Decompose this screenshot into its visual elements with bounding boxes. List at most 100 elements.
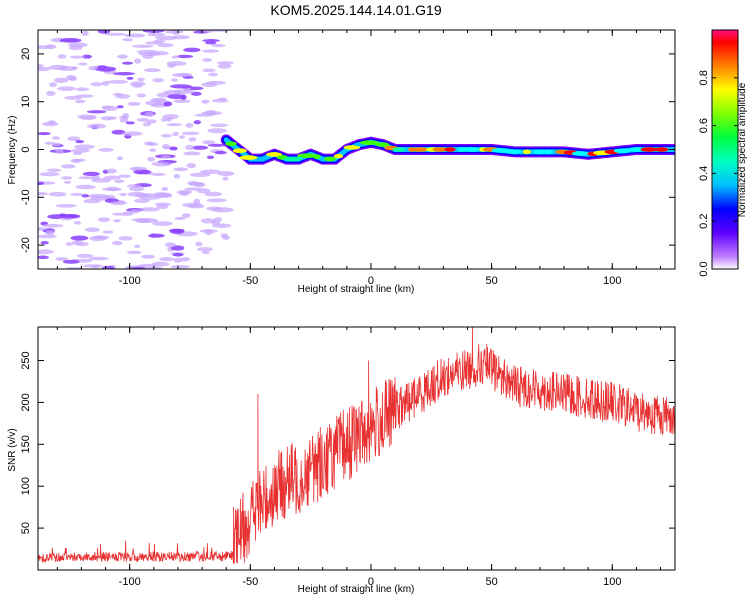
- spectrogram-noise-blob: [162, 114, 179, 120]
- spectrogram-noise-blob: [193, 198, 201, 204]
- spectrogram-track-peak: [232, 148, 247, 154]
- spectrogram-noise-blob: [52, 142, 62, 147]
- spectrogram-noise-blob: [70, 192, 84, 196]
- spectrogram-noise-blob: [142, 54, 154, 60]
- spectrogram-noise-blob: [103, 175, 121, 180]
- spectrogram-noise-blob: [45, 230, 55, 236]
- spectrogram-noise-blob: [175, 72, 193, 77]
- spectrogram-noise-blob: [122, 131, 143, 136]
- spectrogram-noise-blob: [65, 75, 76, 81]
- spectrogram-noise-blob: [38, 67, 51, 72]
- spectrogram-noise-blob: [107, 79, 129, 84]
- spectrogram-noise-blob: [53, 77, 69, 83]
- spectrogram-noise-blob: [137, 218, 159, 223]
- spectrogram-noise-blob: [163, 101, 173, 107]
- spectrogram-noise-blob: [189, 172, 211, 177]
- spectrogram-x-tick-label: 50: [485, 275, 497, 287]
- spectrogram-noise-blob: [75, 87, 90, 92]
- spectrogram-noise-blob: [91, 174, 100, 181]
- spectrogram-noise-blob: [92, 235, 110, 240]
- spectrogram-track-peak: [392, 147, 406, 152]
- spectrogram-noise-blob: [170, 264, 190, 269]
- spectrogram-noise-blob: [200, 169, 222, 175]
- spectrogram-noise-blob: [131, 44, 154, 48]
- spectrogram-noise-blob: [73, 220, 81, 225]
- spectrogram-noise-blob: [183, 151, 201, 156]
- spectrogram-noise-blob: [80, 116, 97, 121]
- spectrogram-noise-blob: [69, 55, 85, 59]
- spectrogram-noise-blob: [78, 176, 95, 180]
- spectrogram-noise-blob: [141, 254, 156, 259]
- spectrogram-noise-blob: [47, 120, 56, 125]
- spectrogram-noise-blob: [172, 132, 179, 137]
- spectrogram-noise-blob: [46, 168, 62, 172]
- spectrogram-noise-blob: [164, 242, 176, 248]
- spectrogram-noise-blob: [106, 186, 120, 192]
- spectrogram-noise-blob: [146, 142, 159, 146]
- spectrogram-noise-blob: [204, 41, 217, 45]
- spectrogram-noise-blob: [183, 47, 201, 53]
- spectrogram-noise-blob: [137, 77, 145, 82]
- spectrogram-noise-blob: [199, 229, 218, 234]
- spectrogram-noise-blob: [161, 186, 169, 192]
- spectrogram-x-tick-label: -50: [242, 275, 258, 287]
- spectrogram-noise-blob: [136, 118, 149, 122]
- spectrogram-noise-blob: [97, 30, 111, 34]
- colorbar-label: Normalized spectral amplitude: [737, 82, 748, 217]
- spectrogram-noise-blob: [84, 227, 100, 233]
- spectrogram-noise-blob: [169, 228, 185, 235]
- spectrogram-track-peak: [457, 147, 467, 152]
- spectrogram-noise-blob: [193, 120, 201, 125]
- spectrogram-noise-blob: [151, 161, 172, 167]
- spectrogram-noise-blob: [67, 136, 80, 142]
- spectrogram-noise-blob: [171, 78, 178, 82]
- snr-panel: -100 -50 0 50 100 50 100 150 200 250 Height of s…: [7, 326, 676, 595]
- spectrogram-noise-blob: [161, 143, 170, 150]
- spectrogram-noise-blob: [67, 42, 88, 48]
- spectrogram-track-peak: [640, 147, 658, 152]
- spectrogram-noise-blob: [100, 116, 114, 121]
- spectrogram-noise-blob: [57, 86, 76, 91]
- spectrogram-noise-blob: [121, 61, 134, 65]
- snr-x-tick-label: -50: [242, 576, 258, 588]
- spectrogram-noise-blob: [169, 84, 192, 89]
- spectrogram-noise-blob: [147, 32, 166, 37]
- spectrogram-noise-blob: [38, 191, 49, 196]
- spectrogram-noise-blob: [112, 92, 123, 96]
- spectrogram-noise-blob: [98, 148, 114, 152]
- spectrogram-noise-blob: [74, 241, 89, 247]
- spectrogram-noise-blob: [152, 192, 170, 197]
- spectrogram-noise-blob: [49, 82, 57, 88]
- spectrogram-track-peak: [225, 141, 237, 147]
- spectrogram-track-peak: [256, 156, 268, 162]
- spectrogram-noise-blob: [45, 44, 57, 50]
- spectrogram-noise-blob: [181, 213, 191, 218]
- colorbar-ticks: 0.0 0.2 0.4 0.6 0.8: [698, 70, 738, 277]
- snr-x-tick-label: -100: [119, 576, 141, 588]
- spectrogram-noise-blob: [159, 257, 175, 262]
- spectrogram-noise-blob: [202, 140, 216, 145]
- spectrogram-noise-blob: [102, 230, 114, 234]
- spectrogram-track-peak: [266, 152, 282, 157]
- spectrogram-track-peak: [505, 149, 522, 154]
- spectrogram-track-peak: [312, 154, 321, 159]
- spectrogram-noise-blob: [38, 227, 48, 231]
- spectrogram-y-tick-label: -10: [20, 189, 32, 205]
- spectrogram-noise-blob: [152, 78, 165, 83]
- spectrogram-noise-blob: [156, 204, 169, 210]
- spectrogram-x-tick-label: -100: [119, 275, 141, 287]
- spectrogram-noise-blob: [178, 135, 186, 139]
- spectrogram-noise-blob: [166, 123, 182, 127]
- spectrogram-noise-blob: [48, 191, 67, 197]
- spectrogram-noise-blob: [40, 240, 49, 245]
- snr-frame: [37, 326, 676, 571]
- spectrogram-noise-blob: [52, 136, 60, 140]
- snr-y-tick-label: 200: [20, 393, 32, 411]
- spectrogram-noise-blob: [179, 257, 191, 262]
- spectrogram-noise-blob: [181, 202, 203, 208]
- colorbar-tick-label: 0.8: [698, 70, 710, 85]
- spectrogram-x-label: Height of straight line (km): [298, 284, 415, 295]
- spectrogram-noise-blob: [217, 61, 234, 65]
- spectrogram-noise-blob: [217, 171, 235, 177]
